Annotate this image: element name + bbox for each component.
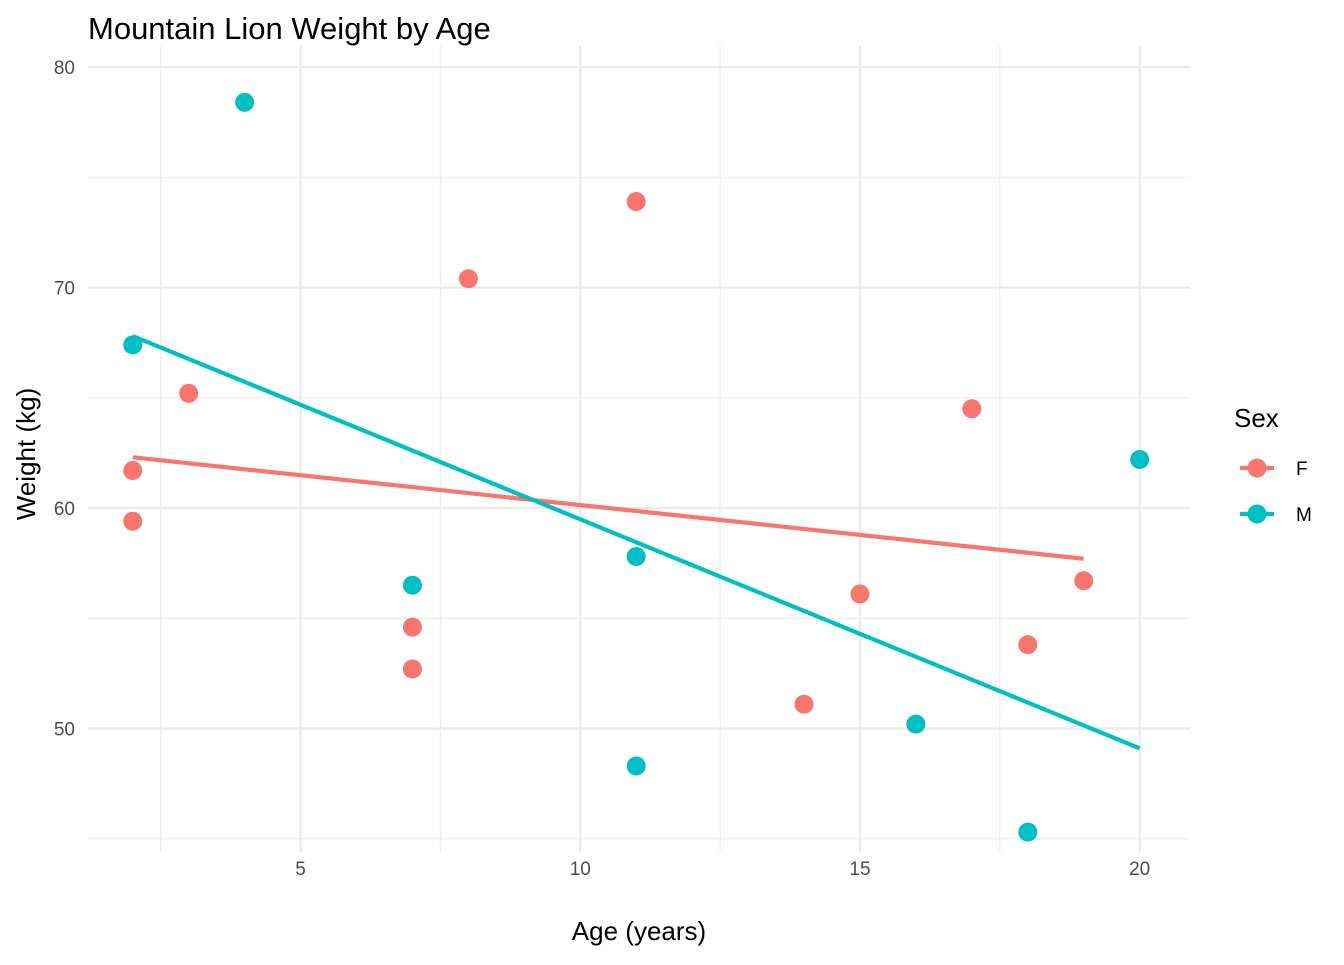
data-point-f [402,617,422,637]
legend-key-point [1247,458,1267,478]
legend-key-point [1247,504,1267,524]
data-point-f [794,694,814,714]
data-point-f [179,383,199,403]
legend-title: Sex [1234,403,1279,433]
data-point-m [123,335,143,355]
legend: Sex FM [1234,403,1312,526]
data-point-f [402,659,422,679]
x-tick-label: 5 [295,859,306,880]
data-point-f [1074,571,1094,591]
data-point-m [1130,450,1150,470]
data-point-f [123,461,143,481]
legend-label: F [1296,459,1308,480]
data-point-f [458,269,478,289]
data-point-m [1018,822,1038,842]
data-point-f [962,399,982,419]
trend-line-m [131,334,1141,751]
y-axis-title: Weight (kg) [11,388,41,520]
data-point-m [402,575,422,595]
trend-lines [131,334,1141,751]
data-point-f [626,192,646,212]
data-point-m [626,756,646,776]
data-point-m [626,547,646,567]
legend-item-f: F [1240,458,1308,480]
chart-title: Mountain Lion Weight by Age [88,11,491,46]
x-tick-label: 10 [570,859,591,880]
legend-label: M [1296,505,1312,526]
x-tick-label: 15 [849,859,870,880]
data-point-m [235,92,255,112]
data-points [123,92,1150,842]
y-tick-label: 60 [54,499,75,520]
x-tick-label: 20 [1129,859,1150,880]
x-axis-title: Age (years) [572,916,706,946]
y-tick-label: 70 [54,279,75,300]
y-tick-label: 80 [54,58,75,79]
data-point-m [906,714,926,734]
y-tick-label: 50 [54,720,75,741]
plot-grid [88,45,1190,852]
legend-items: FM [1240,458,1312,526]
data-point-f [1018,635,1038,655]
legend-item-m: M [1240,504,1312,526]
tick-labels: 5 10 15 20 50 60 70 80 [54,58,1150,880]
data-point-f [123,511,143,531]
data-point-f [850,584,870,604]
trend-line-f [132,455,1084,561]
